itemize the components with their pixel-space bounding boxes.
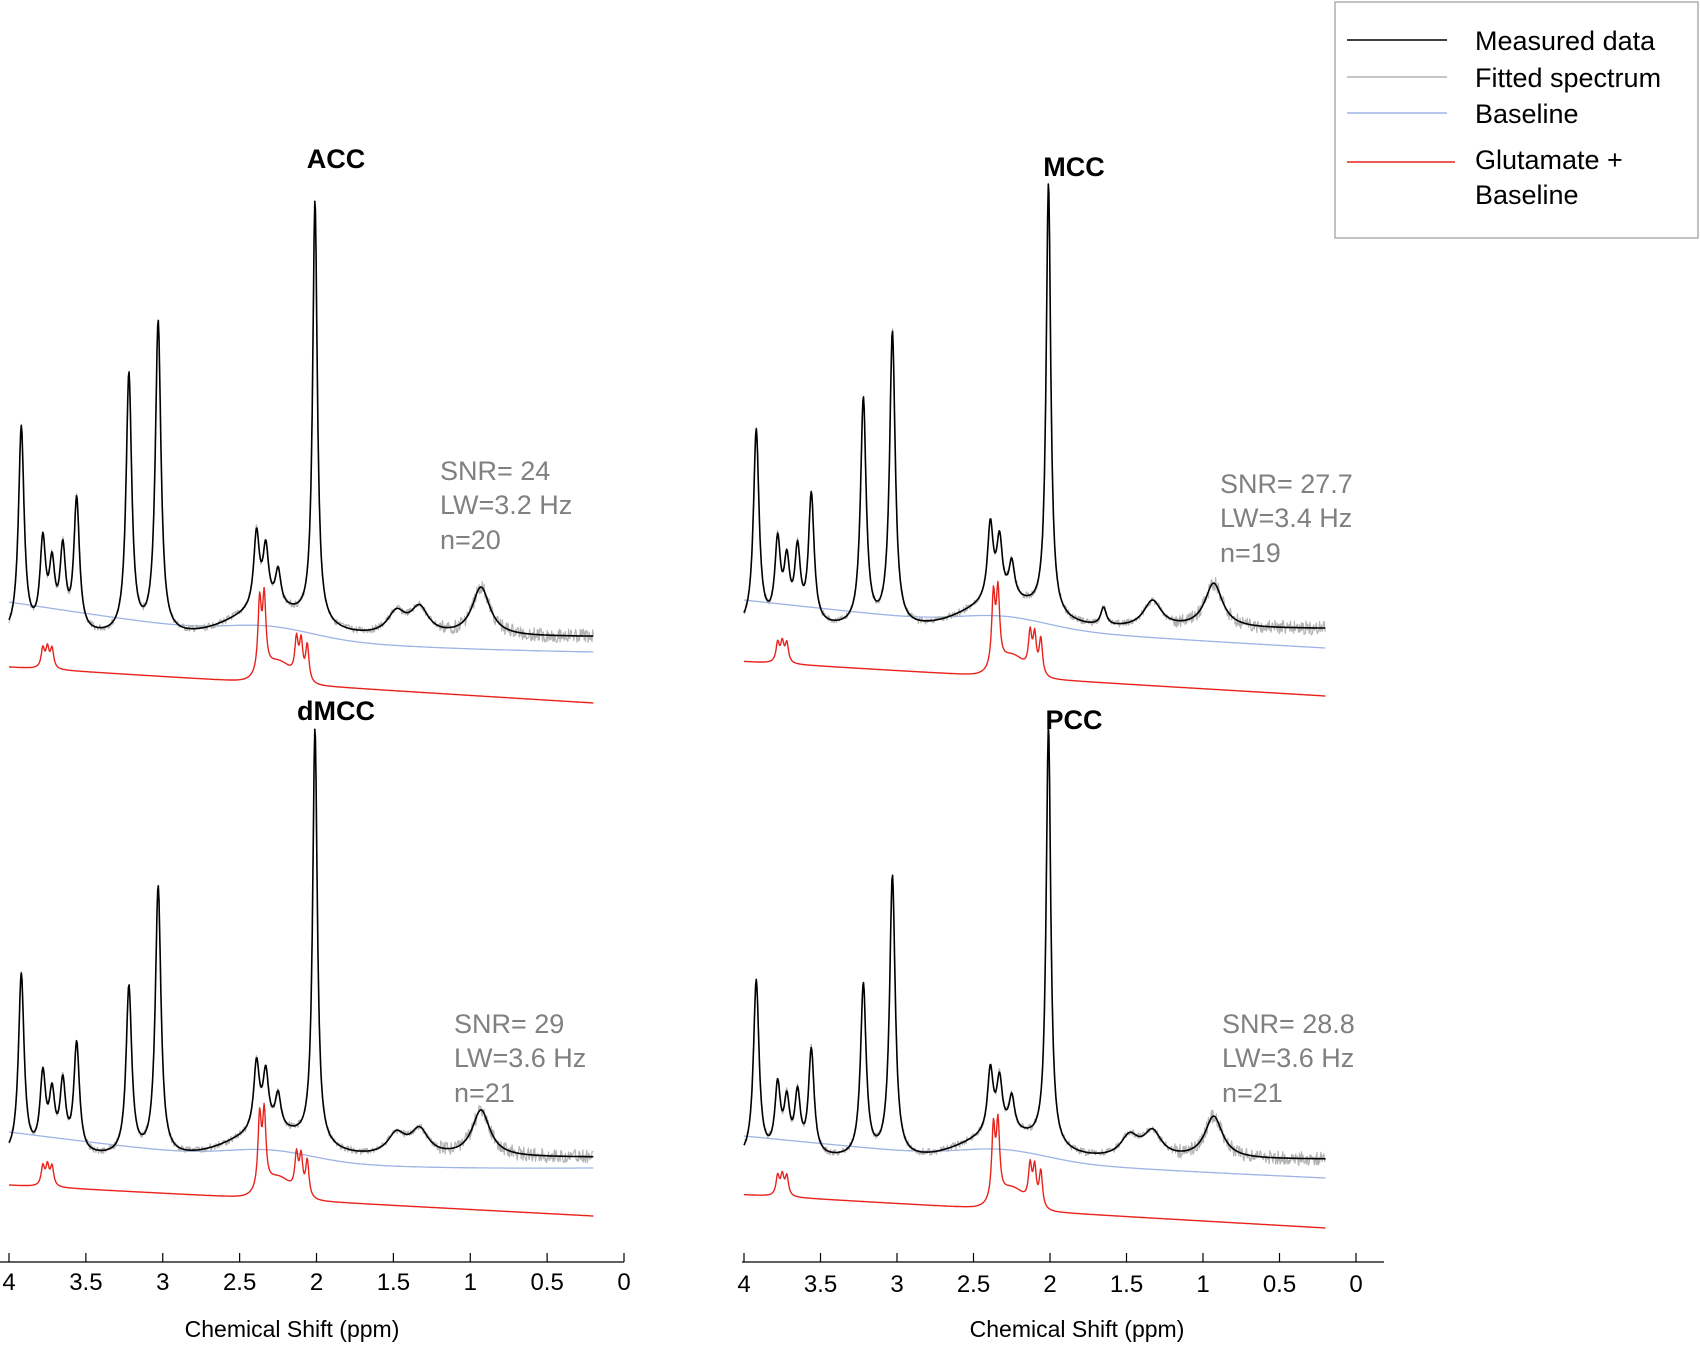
x-tick-label: 1: [1196, 1271, 1209, 1298]
stat-snr: SNR= 29: [454, 1009, 564, 1039]
spectrum-panel-mcc: [743, 182, 1326, 697]
x-tick-label: 0: [1349, 1271, 1362, 1298]
panel-stats-mcc: SNR= 27.7 LW=3.4 Hz n=19: [1220, 469, 1353, 568]
glutamate-line: [8, 1102, 594, 1217]
baseline-line: [743, 1135, 1326, 1179]
x-axis-label: Chemical Shift (ppm): [185, 1316, 400, 1342]
legend-label-baseline: Baseline: [1475, 99, 1579, 129]
stat-snr: SNR= 28.8: [1222, 1009, 1355, 1039]
x-tick-label: 0.5: [1263, 1271, 1296, 1298]
spectra-layer: [8, 182, 1326, 1229]
stat-linewidth: LW=3.6 Hz: [454, 1043, 586, 1073]
stat-linewidth: LW=3.4 Hz: [1220, 503, 1352, 533]
fitted-spectrum-line: [8, 203, 594, 643]
x-tick-label: 1.5: [377, 1269, 410, 1296]
stat-snr: SNR= 24: [440, 456, 550, 486]
x-axis-ticks: 4 3.5 3 2.5 2 1.5 1 0.5 0: [737, 1253, 1363, 1298]
stat-n: n=20: [440, 525, 501, 555]
x-tick-label: 1.5: [1110, 1271, 1143, 1298]
x-tick-label: 3: [156, 1269, 169, 1296]
panel-stats-acc: SNR= 24 LW=3.2 Hz n=20: [440, 456, 572, 555]
x-tick-label: 3.5: [804, 1271, 837, 1298]
panel-title-pcc: PCC: [1045, 705, 1102, 735]
x-tick-label: 2: [1043, 1271, 1056, 1298]
x-axis-left: 4 3.5 3 2.5 2 1.5 1 0.5 0 Chemical Shift (ppm): [0, 1253, 631, 1342]
x-tick-label: 3.5: [69, 1269, 102, 1296]
legend: Measured data Fitted spectrum Baseline G…: [1334, 1, 1699, 239]
x-tick-label: 4: [737, 1271, 750, 1298]
stat-linewidth: LW=3.6 Hz: [1222, 1043, 1354, 1073]
spectrum-panel-acc: [8, 200, 594, 704]
panel-stats-pcc: SNR= 28.8 LW=3.6 Hz n=21: [1222, 1009, 1355, 1108]
legend-label-glutamate-line1: Glutamate +: [1475, 145, 1623, 175]
x-axis-label: Chemical Shift (ppm): [970, 1316, 1185, 1342]
glutamate-line: [8, 586, 594, 704]
stat-linewidth: LW=3.2 Hz: [440, 490, 572, 520]
glutamate-line: [743, 580, 1326, 697]
legend-label-glutamate-line2: Baseline: [1475, 180, 1579, 210]
x-tick-label: 0: [617, 1269, 630, 1296]
spectrum-panel-dmcc: [8, 728, 594, 1217]
x-axis-ticks: 4 3.5 3 2.5 2 1.5 1 0.5 0: [2, 1253, 631, 1296]
stat-snr: SNR= 27.7: [1220, 469, 1353, 499]
x-tick-label: 2.5: [957, 1271, 990, 1298]
stat-n: n=19: [1220, 538, 1281, 568]
stat-n: n=21: [454, 1078, 515, 1108]
baseline-line: [743, 599, 1326, 649]
legend-label-fitted: Fitted spectrum: [1475, 63, 1661, 93]
stat-n: n=21: [1222, 1078, 1283, 1108]
panel-title-dmcc: dMCC: [297, 696, 375, 726]
x-tick-label: 4: [2, 1269, 15, 1296]
x-tick-label: 3: [890, 1271, 903, 1298]
legend-label-measured: Measured data: [1475, 26, 1656, 56]
panel-title-mcc: MCC: [1043, 152, 1105, 182]
x-axis-right: 4 3.5 3 2.5 2 1.5 1 0.5 0 Chemical Shift (ppm): [737, 1253, 1384, 1342]
panel-title-acc: ACC: [307, 144, 366, 174]
baseline-line: [8, 601, 594, 653]
glutamate-line: [743, 1113, 1326, 1229]
measured-data-line: [743, 726, 1326, 1160]
x-tick-label: 2: [310, 1269, 323, 1296]
legend-box: [1334, 1, 1699, 239]
measured-data-line: [743, 183, 1326, 629]
x-tick-label: 2.5: [223, 1269, 256, 1296]
x-tick-label: 0.5: [530, 1269, 563, 1296]
x-tick-label: 1: [464, 1269, 477, 1296]
spectrum-panel-pcc: [743, 726, 1326, 1229]
measured-data-line: [8, 728, 594, 1158]
panel-stats-dmcc: SNR= 29 LW=3.6 Hz n=21: [454, 1009, 586, 1108]
measured-data-line: [8, 200, 594, 637]
